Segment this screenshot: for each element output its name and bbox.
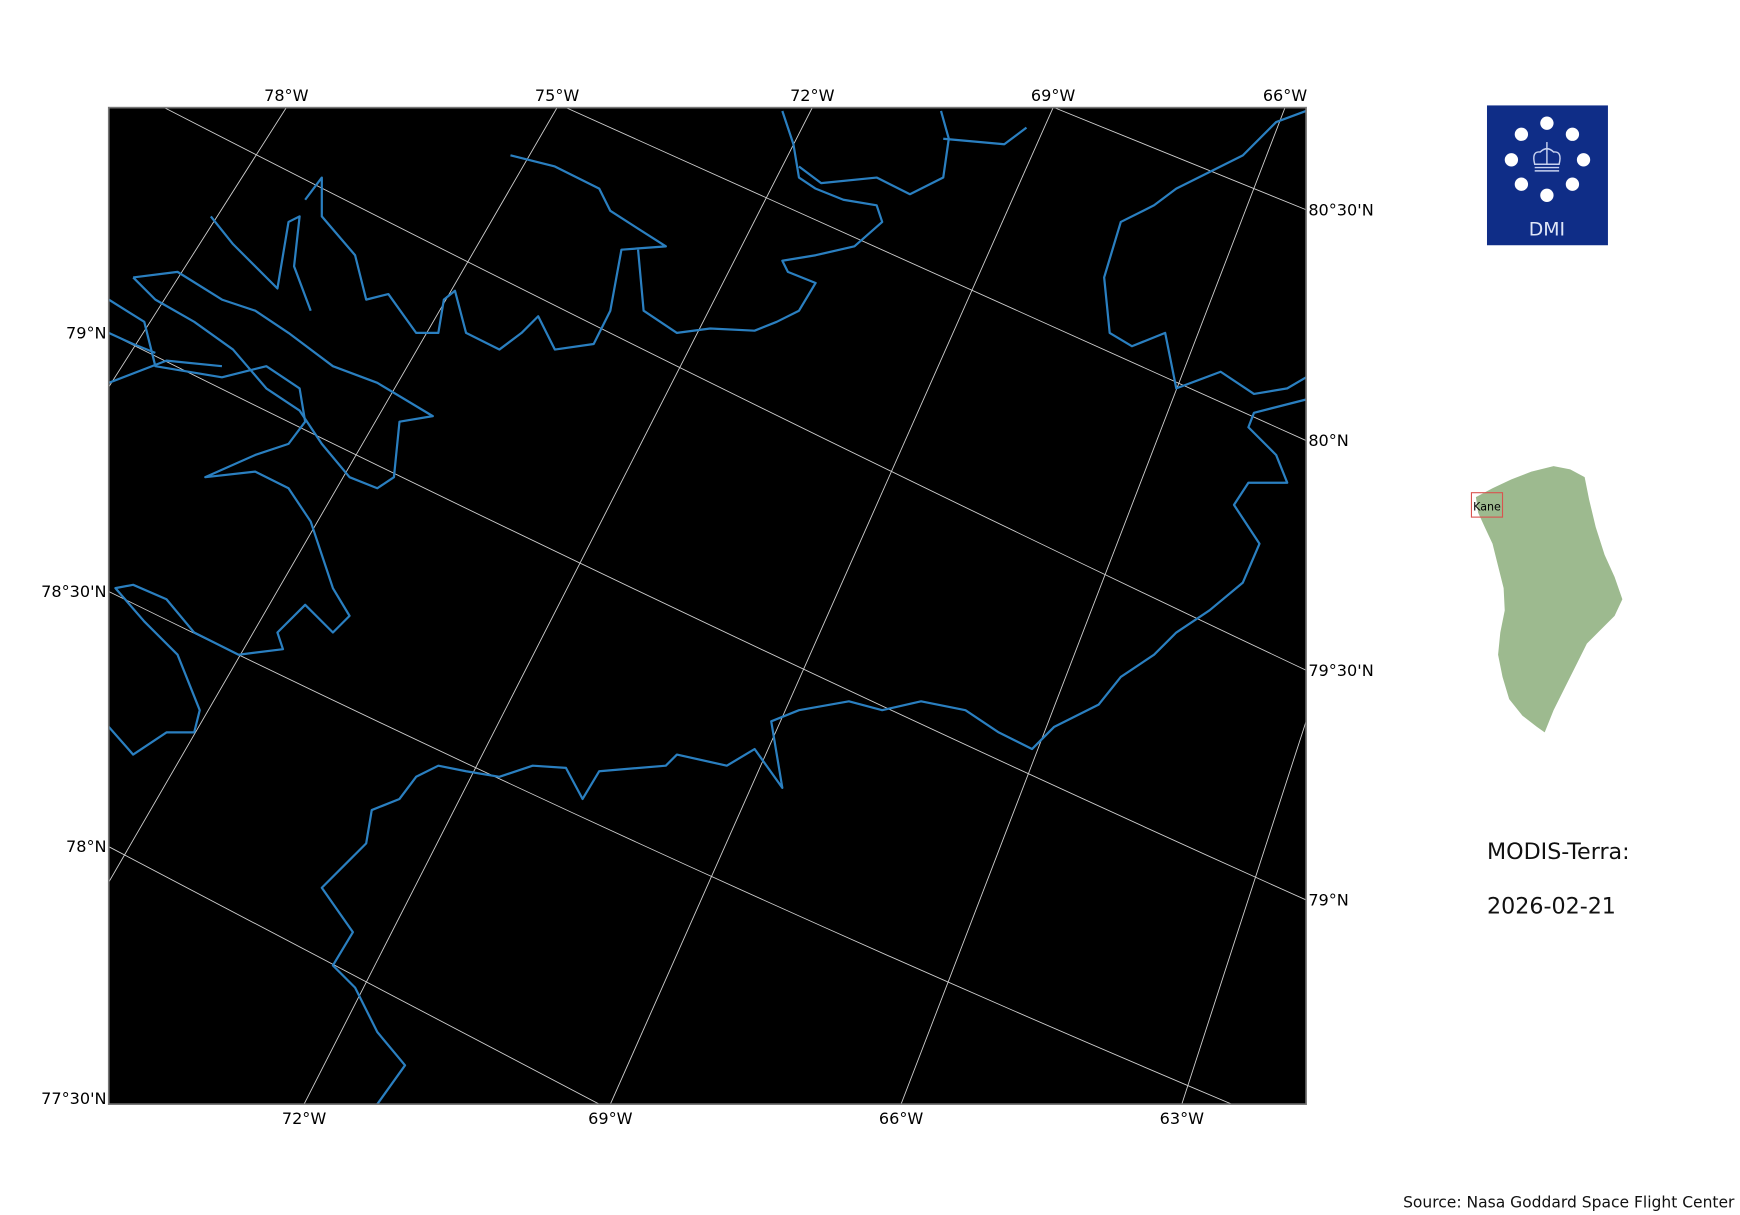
- meridian-75w: [108, 107, 558, 883]
- latitude-labels-left: 79°N 78°30'N 78°N 77°30'N: [41, 323, 106, 1108]
- svg-text:DMI: DMI: [1529, 218, 1565, 240]
- lon-label: 78°W: [264, 86, 308, 105]
- lat-label: 79°30'N: [1308, 661, 1373, 680]
- parallel-78-30n: [108, 591, 1232, 1105]
- lon-label: 75°W: [535, 86, 579, 105]
- greenland-north-coast-east: [798, 109, 1307, 396]
- kane-region-box: [1470, 492, 1504, 518]
- meridian-63w: [1181, 721, 1307, 1105]
- meridian-69w: [609, 107, 1054, 1105]
- parallel-79-30n: [164, 107, 1307, 671]
- greenland-south-coast: [320, 398, 1307, 1105]
- greenland-landmass: [1475, 466, 1623, 733]
- source-credit: Source: Nasa Goddard Space Flight Center: [1403, 1193, 1735, 1211]
- parallel-80n: [565, 107, 1307, 441]
- greenland-inset: Kane: [1470, 466, 1623, 733]
- lat-label: 78°N: [66, 837, 107, 856]
- lon-label: 72°W: [790, 86, 834, 105]
- map-panel[interactable]: 78°W 75°W 72°W 69°W 66°W 72°W 69°W 66°W …: [41, 86, 1374, 1128]
- longitude-labels-top: 78°W 75°W 72°W 69°W 66°W: [264, 86, 1307, 105]
- date-label: 2026-02-21: [1487, 893, 1616, 919]
- lat-label: 77°30'N: [41, 1089, 106, 1108]
- lat-label: 79°N: [1308, 891, 1349, 910]
- sensor-label: MODIS-Terra:: [1487, 839, 1630, 865]
- dmi-logo: DMI: [1486, 105, 1608, 246]
- lat-label: 80°30'N: [1308, 200, 1373, 219]
- meridian-78w: [108, 107, 287, 388]
- meridian-66w: [900, 107, 1286, 1105]
- kane-label: Kane: [1473, 500, 1501, 513]
- lon-label: 63°W: [1160, 1109, 1204, 1128]
- parallel-78n: [108, 846, 600, 1105]
- longitude-labels-bottom: 72°W 69°W 66°W 63°W: [282, 1109, 1204, 1128]
- ellesmere-coast: [108, 298, 351, 756]
- coastlines: [108, 109, 1307, 1105]
- graticule: [108, 107, 1307, 1105]
- lat-label: 80°N: [1308, 431, 1349, 450]
- lon-label: 69°W: [1031, 86, 1075, 105]
- crown-icon: [1533, 142, 1561, 172]
- map-background: [108, 107, 1307, 1105]
- map-frame: [107, 106, 1307, 1105]
- lon-label: 69°W: [588, 1109, 632, 1128]
- greenland-north-coast-center: [636, 110, 884, 335]
- lat-label: 79°N: [66, 323, 107, 342]
- lon-label: 66°W: [1263, 86, 1307, 105]
- latitude-labels-right: 80°30'N 80°N 79°30'N 79°N: [1308, 200, 1373, 909]
- meridian-72w: [303, 107, 813, 1105]
- parallel-80-30n: [1054, 107, 1307, 211]
- lat-label: 78°30'N: [41, 582, 106, 601]
- ellesmere-fjords: [108, 215, 434, 490]
- lon-label: 66°W: [879, 1109, 923, 1128]
- lon-label: 72°W: [282, 1109, 326, 1128]
- greenland-north-coast-west: [304, 154, 667, 351]
- parallel-79n: [108, 332, 1307, 901]
